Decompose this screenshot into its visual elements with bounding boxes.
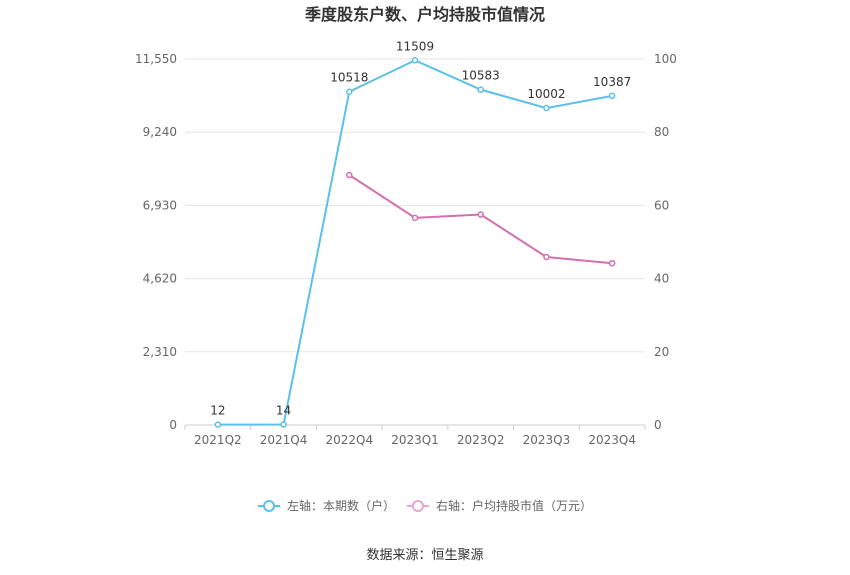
legend-item-households[interactable]: 左轴：本期数（户） (258, 498, 395, 513)
data-point[interactable] (543, 253, 550, 261)
x-tick-label: 2021Q2 (194, 433, 242, 447)
data-point[interactable] (477, 86, 484, 93)
data-point[interactable] (214, 421, 222, 428)
legend-marker-households (263, 500, 275, 512)
legend-marker-market-value (412, 500, 424, 512)
data-label: 11509 (396, 39, 434, 53)
left-tick-label: 6,930 (143, 198, 177, 212)
right-tick-label: 20 (654, 345, 669, 359)
left-tick-label: 4,620 (143, 272, 177, 286)
right-axis: 0 20 40 60 80 100 (654, 52, 677, 432)
data-point[interactable] (346, 88, 353, 95)
x-tick-label: 2023Q1 (391, 433, 439, 447)
right-tick-label: 100 (654, 52, 677, 66)
left-tick-label: 9,240 (143, 125, 177, 139)
legend-label-market-value: 右轴：户均持股市值（万元） (436, 498, 592, 513)
x-tick-label: 2023Q4 (588, 433, 636, 447)
series-line (348, 174, 613, 265)
x-tick-label: 2021Q4 (260, 433, 308, 447)
right-tick-label: 0 (654, 418, 662, 432)
data-label: 12 (210, 404, 225, 418)
data-label: 10583 (462, 69, 500, 83)
left-axis: 0 2,310 4,620 6,930 9,240 11,550 (135, 52, 177, 432)
data-point[interactable] (346, 171, 353, 179)
data-point[interactable] (608, 259, 616, 267)
right-tick-label: 80 (654, 125, 669, 139)
series-line (217, 59, 613, 426)
data-label: 10002 (527, 87, 565, 101)
data-point[interactable] (411, 214, 419, 222)
left-tick-label: 11,550 (135, 52, 177, 66)
series-market-value (346, 171, 616, 267)
x-tick-label: 2022Q4 (325, 433, 373, 447)
legend-label-households: 左轴：本期数（户） (287, 498, 395, 513)
left-tick-label: 0 (169, 418, 177, 432)
legend: 左轴：本期数（户） 右轴：户均持股市值（万元） (258, 498, 592, 513)
grid (184, 58, 646, 430)
x-tick-label: 2023Q3 (523, 433, 571, 447)
data-point[interactable] (411, 57, 419, 64)
right-tick-label: 60 (654, 198, 669, 212)
right-tick-label: 40 (654, 272, 669, 286)
chart-title: 季度股东户数、户均持股市值情况 (304, 5, 545, 24)
data-label: 10518 (330, 71, 368, 85)
legend-item-market-value[interactable]: 右轴：户均持股市值（万元） (407, 498, 592, 513)
x-tick-label: 2023Q2 (457, 433, 505, 447)
data-label: 14 (276, 404, 291, 418)
series-households: 12 14 10518 11509 10583 10002 10387 (210, 39, 631, 428)
left-tick-label: 2,310 (143, 345, 177, 359)
data-point[interactable] (543, 104, 550, 112)
data-point[interactable] (608, 92, 616, 100)
x-axis: 2021Q2 2021Q4 2022Q4 2023Q1 2023Q2 2023Q3 2023… (194, 433, 636, 447)
data-label: 10387 (593, 75, 631, 89)
data-point[interactable] (477, 211, 484, 218)
data-point[interactable] (280, 421, 287, 428)
data-source: 数据来源：恒生聚源 (366, 548, 483, 563)
